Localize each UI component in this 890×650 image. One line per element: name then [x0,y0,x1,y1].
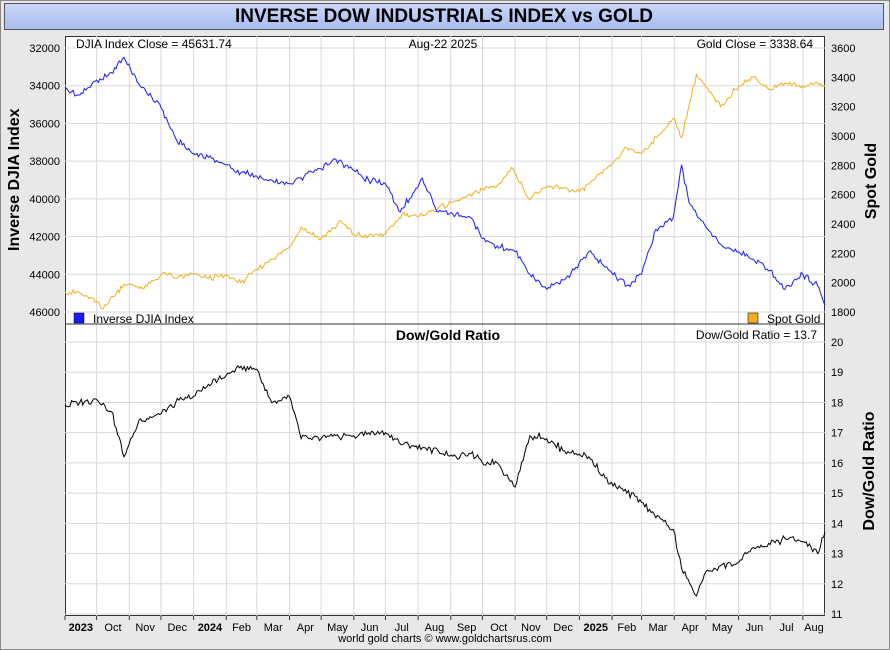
series-lines [64,56,826,597]
left-tick-label: 44000 [29,269,60,281]
gold-tick-label: 2000 [831,278,855,290]
gold-tick-label: 3200 [831,102,855,114]
grid-lines [64,36,825,620]
ratio-tick-label: 20 [831,337,843,349]
legend-label-dow: Inverse DJIA Index [93,312,194,326]
x-tick-label: Dec [167,622,187,634]
ratio-tick-label: 15 [831,488,843,500]
x-tick-label: 2024 [198,622,223,634]
x-tick-label: Dec [553,622,573,634]
series-line-inverse-dow [64,56,826,306]
left-tick-label: 46000 [29,307,60,319]
date-header: Aug-22 2025 [409,37,478,51]
gold-tick-label: 2600 [831,190,855,202]
legend-swatch-dow [73,312,85,324]
ratio-tick-label: 16 [831,458,843,470]
legend-label-gold: Spot Gold [767,312,820,326]
x-tick-label: Mar [264,622,283,634]
x-tick-label: Oct [104,622,121,634]
ratio-panel-title: Dow/Gold Ratio [396,327,500,343]
x-tick-label: Feb [232,622,251,634]
x-tick-label: Jul [779,622,793,634]
chart-title: INVERSE DOW INDUSTRIALS INDEX vs GOLD [4,3,884,30]
x-tick-label: Aug [804,622,824,634]
x-tick-label: Aug [425,622,445,634]
x-tick-label: May [327,622,348,634]
dow-close-header: DJIA Index Close = 45631.74 [76,37,232,51]
left-tick-label: 32000 [29,43,60,55]
ratio-tick-label: 17 [831,428,843,440]
left-tick-label: 34000 [29,81,60,93]
x-tick-label: Jun [361,622,379,634]
left-tick-label: 36000 [29,118,60,130]
ratio-tick-label: 19 [831,367,843,379]
x-tick-label: Jul [395,622,409,634]
gold-tick-label: 3600 [831,43,855,55]
x-tick-label: Nov [521,622,541,634]
gold-tick-label: 3400 [831,72,855,84]
x-tick-label: Nov [135,622,155,634]
gold-tick-label: 2200 [831,248,855,260]
x-tick-label: Mar [648,622,667,634]
series-line-dow-gold-ratio [64,364,826,597]
x-tick-label: 2023 [69,622,93,634]
gold-tick-label: 1800 [831,307,855,319]
series-line-gold [64,72,826,310]
x-tick-label: 2025 [583,622,607,634]
left-tick-label: 40000 [29,194,60,206]
ratio-tick-label: 18 [831,397,843,409]
x-tick-label: Jun [746,622,764,634]
gold-tick-label: 3000 [831,131,855,143]
ratio-tick-label: 11 [831,609,842,621]
tick-labels: 2023 Oct Nov Dec 2024 Feb Mar Apr May Jun Jul Aug Se… [29,43,855,634]
x-tick-label: Oct [490,622,507,634]
legend-swatch-gold [747,312,759,324]
x-tick-label: Apr [682,622,699,634]
gold-tick-label: 2800 [831,160,855,172]
x-tick-label: Feb [617,622,636,634]
footer-credit: world gold charts © www.goldchartsrus.co… [338,633,552,645]
ratio-close-header: Dow/Gold Ratio = 13.7 [696,328,817,342]
plot-area [65,36,825,616]
x-tick-label: May [712,622,733,634]
ratio-tick-label: 12 [831,579,843,591]
ratio-tick-label: 14 [831,518,843,530]
left-tick-label: 38000 [29,156,60,168]
gold-close-header: Gold Close = 3338.64 [697,37,814,51]
x-tick-label: Apr [297,622,314,634]
x-tick-label: Sep [457,622,477,634]
ratio-tick-label: 13 [831,549,843,561]
left-tick-label: 42000 [29,232,60,244]
gold-tick-label: 2400 [831,219,855,231]
